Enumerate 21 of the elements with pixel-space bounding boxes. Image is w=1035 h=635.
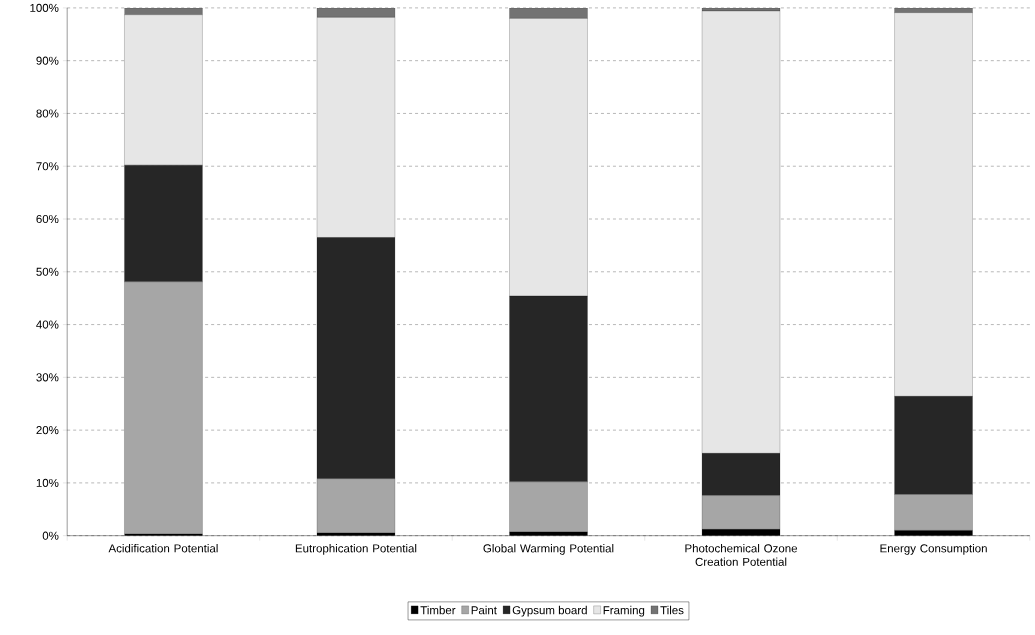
- y-tick-label: 10%: [36, 478, 59, 488]
- x-tick-label: Photochemical Ozone Creation Potential: [685, 544, 798, 566]
- y-tick-label: 100%: [30, 3, 59, 13]
- y-tick-label: 90%: [36, 56, 59, 65]
- legend-label: Timber: [420, 605, 456, 615]
- x-tick-label: Eutrophication Potential: [295, 544, 417, 555]
- y-tick-label: 60%: [36, 215, 59, 224]
- legend-label: Tiles: [660, 605, 684, 615]
- y-tick-label: 80%: [36, 109, 59, 118]
- x-tick-label: Acidification Potential: [108, 544, 218, 553]
- x-tick-label: Energy Consumption: [880, 544, 987, 555]
- legend-label: Gypsum board: [512, 605, 587, 617]
- y-tick-label: 0%: [42, 531, 59, 540]
- legend-label: Framing: [603, 605, 645, 617]
- x-tick-label: Global Warming Potential: [483, 544, 614, 555]
- y-tick-label: 20%: [36, 426, 59, 435]
- y-tick-label: 40%: [36, 320, 59, 329]
- y-tick-label: 50%: [36, 267, 59, 276]
- y-tick-label: 70%: [36, 162, 59, 171]
- y-tick-label: 30%: [36, 373, 59, 382]
- legend-label: Paint: [471, 605, 497, 615]
